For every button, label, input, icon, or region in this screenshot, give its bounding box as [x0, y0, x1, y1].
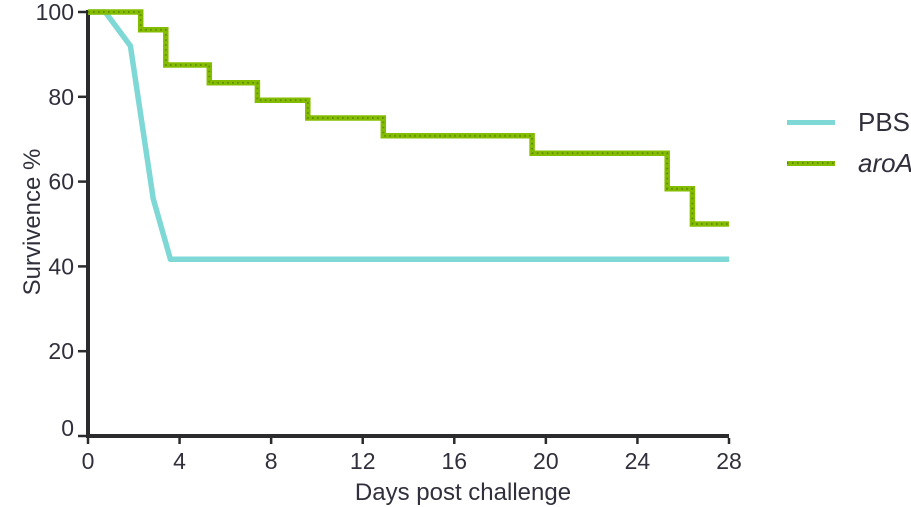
x-tick-label: 24: [625, 448, 651, 474]
legend-swatch-aroa-dots: [787, 162, 835, 164]
legend-item-pbs: PBS: [787, 108, 911, 136]
y-tick-label: 0: [61, 415, 74, 441]
series-aroa-dotted-overlay: [88, 11, 729, 225]
y-tick-label: 60: [48, 169, 74, 195]
x-axis-title: Days post challenge: [355, 479, 571, 506]
y-tick-label: 20: [48, 338, 74, 364]
y-tick-label: 100: [36, 0, 74, 25]
y-axis-title: Survivence %: [19, 149, 46, 296]
x-tick-label: 8: [265, 448, 278, 474]
x-tick-label: 16: [441, 448, 467, 474]
x-tick-label: 4: [173, 448, 186, 474]
legend: PBS aroA: [787, 108, 911, 177]
x-tick-label: 28: [716, 448, 742, 474]
legend-swatch-pbs: [787, 119, 835, 125]
legend-label-aroa: aroA: [858, 148, 911, 178]
y-tick-label: 80: [48, 84, 74, 110]
x-tick-label: 20: [533, 448, 559, 474]
legend-label-pbs: PBS: [858, 107, 911, 137]
y-tick-label: 40: [48, 253, 74, 279]
legend-swatch-aroa: [787, 160, 835, 166]
x-tick-label: 0: [82, 448, 95, 474]
series-aroa-line: [88, 9, 729, 227]
legend-item-aroa: aroA: [787, 149, 911, 177]
x-tick-label: 12: [350, 448, 376, 474]
